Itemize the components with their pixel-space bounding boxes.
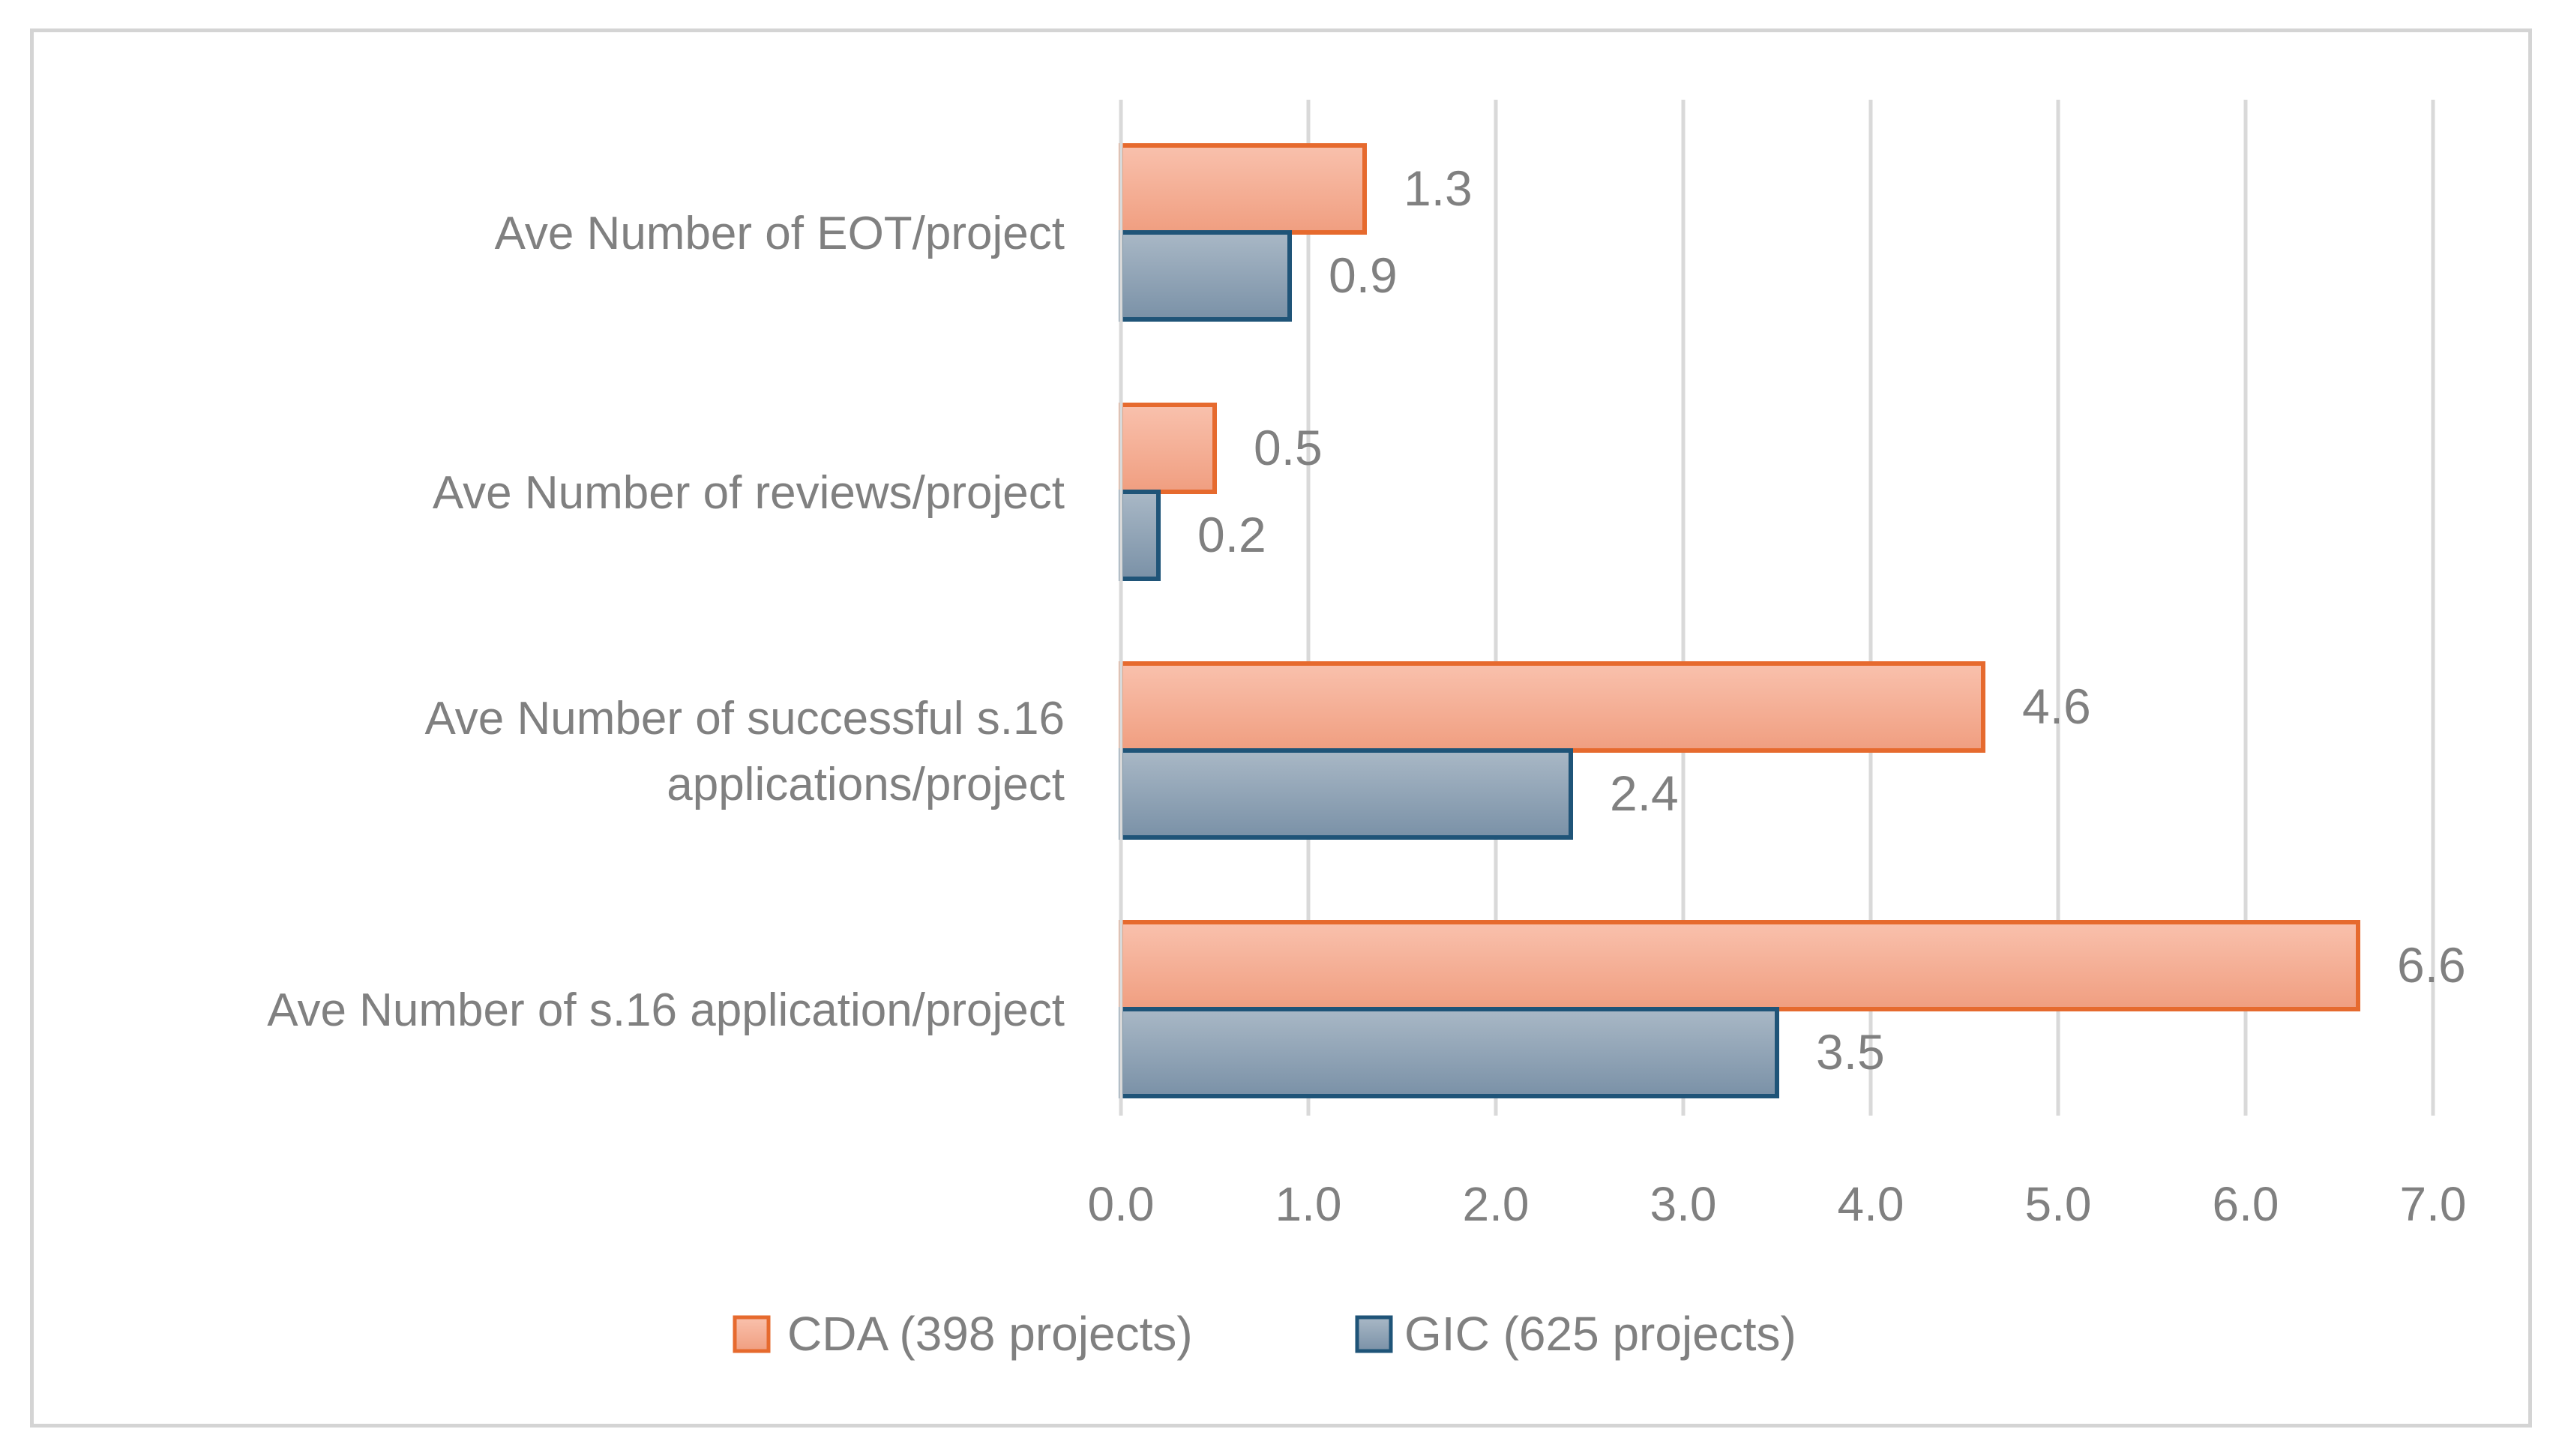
category-label: Ave Number of s.16 application/project (267, 984, 1065, 1036)
x-tick-label: 4.0 (1838, 1177, 1904, 1231)
data-label: 3.5 (1816, 1024, 1885, 1080)
bar-layer (1119, 143, 2360, 1098)
x-tick-label: 3.0 (1650, 1177, 1717, 1231)
x-tick-label: 5.0 (2025, 1177, 2092, 1231)
x-tick-label: 1.0 (1275, 1177, 1342, 1231)
x-tick-label: 7.0 (2400, 1177, 2467, 1231)
data-label: 0.2 (1197, 507, 1266, 562)
x-tick-label: 6.0 (2213, 1177, 2279, 1231)
x-tick-label: 2.0 (1463, 1177, 1530, 1231)
category-label: applications/project (667, 759, 1065, 810)
legend-swatch-gic (1355, 1315, 1393, 1353)
category-label: Ave Number of EOT/project (495, 208, 1065, 259)
legend-label-gic: GIC (625 projects) (1404, 1307, 1796, 1361)
category-label: Ave Number of successful s.16 (425, 693, 1065, 744)
data-label: 0.9 (1329, 247, 1398, 303)
legend: CDA (398 projects) GIC (625 projects) (733, 1307, 1796, 1361)
label-layer: 0.0 1.0 2.0 3.0 4.0 5.0 6.0 7.0 1.30.9 Ave Number… (267, 160, 2466, 1231)
data-label: 4.6 (2022, 679, 2091, 734)
bar-gic (1119, 230, 1292, 322)
bar-cda (1119, 920, 2360, 1011)
bar-chart: 0.0 1.0 2.0 3.0 4.0 5.0 6.0 7.0 1.30.9 Ave Number… (267, 100, 2466, 1361)
bar-gic (1119, 490, 1161, 581)
bar-gic (1119, 748, 1573, 840)
x-tick-label: 0.0 (1088, 1177, 1155, 1231)
grid-layer (1306, 100, 2435, 1116)
bar-cda (1119, 403, 1217, 494)
bar-gic (1119, 1007, 1779, 1098)
legend-swatch-cda (733, 1315, 771, 1353)
category-label: Ave Number of reviews/project (433, 467, 1065, 519)
data-label: 6.6 (2397, 937, 2466, 993)
data-label: 2.4 (1610, 765, 1679, 821)
bar-cda (1119, 143, 1367, 235)
data-label: 1.3 (1404, 160, 1473, 216)
bar-cda (1119, 661, 1985, 753)
chart-frame: 0.0 1.0 2.0 3.0 4.0 5.0 6.0 7.0 1.3 0.9 Ave Number… (30, 28, 2532, 1428)
legend-label-cda: CDA (398 projects) (787, 1307, 1193, 1361)
data-label: 0.5 (1254, 420, 1323, 475)
